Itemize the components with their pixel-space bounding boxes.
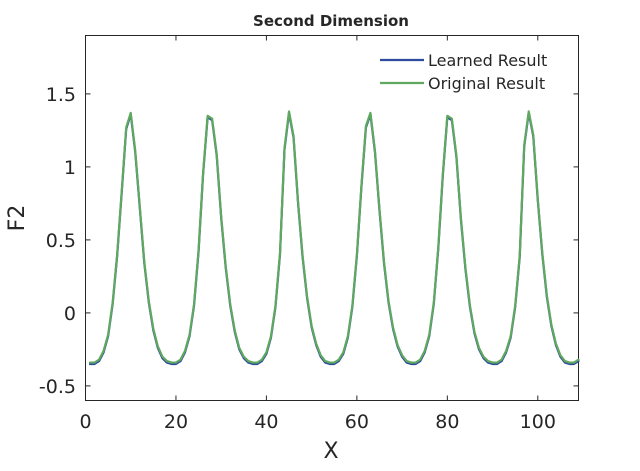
plot-area-frame: [85, 35, 579, 401]
y-tick-label: 1.5: [46, 84, 76, 106]
y-tick-label: 1: [64, 157, 76, 179]
x-tick-label: 20: [164, 411, 188, 433]
series-line-learned-result: [88, 111, 580, 366]
legend: Learned Result Original Result: [380, 51, 547, 93]
y-tick-label: -0.5: [39, 376, 76, 398]
y-tick-label: 0.5: [46, 230, 76, 252]
x-tick-label: 0: [79, 411, 91, 433]
x-axis: 0 20 40 60 80 100: [79, 35, 556, 433]
y-tick-label: 0: [64, 303, 76, 325]
x-tick-label: 60: [345, 411, 369, 433]
legend-label-original-result: Original Result: [428, 74, 545, 93]
x-tick-label: 100: [520, 411, 556, 433]
series-line-original-result: [88, 110, 580, 364]
series-group: [88, 110, 580, 366]
x-tick-label: 40: [254, 411, 278, 433]
y-axis: -0.5 0 0.5 1 1.5: [39, 84, 579, 398]
chart-title: Second Dimension: [253, 12, 409, 30]
y-axis-label: F2: [5, 205, 30, 232]
x-tick-label: 80: [435, 411, 459, 433]
legend-label-learned-result: Learned Result: [428, 51, 547, 70]
x-axis-label: X: [323, 439, 338, 464]
